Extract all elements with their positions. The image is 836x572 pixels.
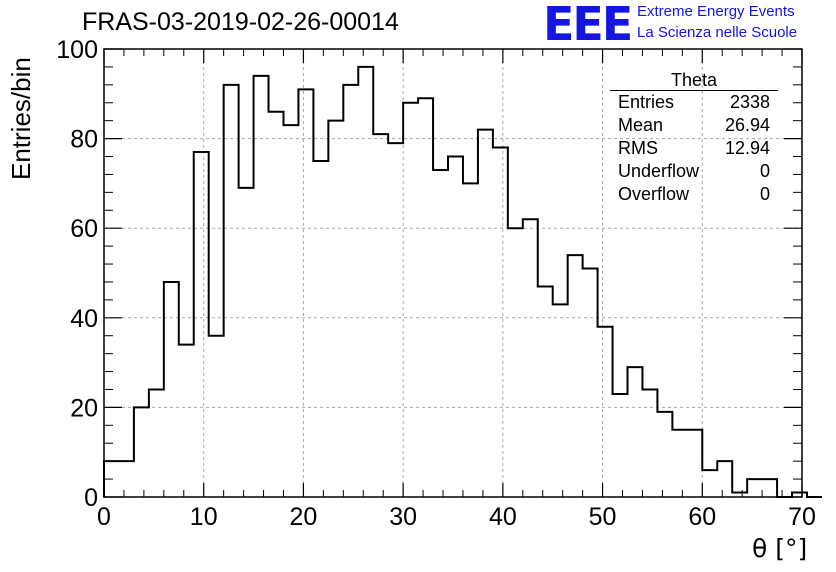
histogram-bin (762, 479, 777, 497)
y-tick-label: 20 (70, 394, 98, 422)
histogram-bin (224, 85, 239, 497)
stats-label: Underflow (618, 161, 700, 181)
histogram-bin (613, 394, 628, 497)
histogram-bin (343, 85, 358, 497)
histogram-bin (388, 143, 403, 497)
histogram-bars (103, 65, 822, 498)
y-axis-label: Entries/bin (6, 57, 36, 180)
histogram-bin (463, 183, 478, 497)
logo-caption-line2: La Scienza nelle Scuole (637, 24, 798, 41)
stats-row-entries: Entries 2338 (610, 91, 778, 114)
x-tick-label: 20 (290, 503, 318, 531)
histogram-bin (119, 461, 134, 497)
stats-value: 2338 (729, 92, 770, 112)
chart-title: FRAS-03-2019-02-26-00014 (82, 8, 399, 36)
x-tick-label: 40 (489, 503, 517, 531)
histogram-bin (687, 430, 702, 497)
logo-caption-line1: Extreme Energy Events (637, 3, 795, 20)
histogram-bin (194, 152, 209, 497)
x-tick-label: 70 (788, 503, 816, 531)
histogram-bin (448, 157, 463, 497)
histogram-bin (134, 407, 149, 497)
histogram-bin (239, 188, 254, 497)
histogram-bin (717, 461, 732, 497)
histogram-bin (553, 304, 568, 497)
histogram-bin (164, 282, 179, 497)
stats-label: Mean (618, 115, 664, 135)
histogram-bin (642, 389, 657, 497)
histogram-bin (209, 336, 224, 497)
histogram-bin (628, 367, 643, 497)
histogram-bin (403, 103, 418, 497)
plot-frame (103, 48, 803, 498)
stats-row-underflow: Underflow 0 (610, 160, 778, 183)
x-tick-label: 60 (688, 503, 716, 531)
y-tick-label: 60 (70, 215, 98, 243)
x-tick-label: 50 (589, 503, 617, 531)
stats-label: Entries (618, 92, 675, 112)
histogram-bin (672, 430, 687, 497)
stats-value: 26.94 (724, 115, 770, 135)
stats-value: 12.94 (724, 138, 770, 158)
histogram-bin (418, 98, 433, 497)
histogram-bin (478, 130, 493, 497)
x-axis-label: θ [°] (752, 534, 808, 563)
histogram-bin (269, 112, 284, 497)
x-tick-label: 30 (389, 503, 417, 531)
histogram-bin (508, 228, 523, 497)
x-tick-label: 10 (190, 503, 218, 531)
stats-box: Theta Entries 2338 Mean 26.94 RMS 12.94 … (610, 70, 778, 206)
histogram-bin (254, 76, 269, 497)
histogram-bin (583, 269, 598, 497)
histogram-bin (328, 121, 343, 497)
histogram-bin (493, 148, 508, 497)
y-tick-label: 0 (84, 484, 98, 512)
histogram-bin (568, 255, 583, 497)
stats-row-mean: Mean 26.94 (610, 114, 778, 137)
x-tick-label: 0 (97, 503, 111, 531)
histogram-bin (747, 479, 762, 497)
y-tick-label: 40 (70, 305, 98, 333)
stats-value: 0 (759, 184, 770, 204)
histogram-bin (538, 286, 553, 497)
stats-label: RMS (618, 138, 658, 158)
eee-logo: EEE (543, 0, 633, 51)
histogram-bin (313, 161, 328, 497)
histogram-bin (523, 219, 538, 497)
stats-title: Theta (610, 70, 778, 91)
histogram-bin (433, 170, 448, 497)
histogram-bin (149, 389, 164, 497)
histogram-bin (657, 412, 672, 497)
histogram-bin (598, 327, 613, 497)
stats-label: Overflow (618, 184, 690, 204)
y-tick-label: 80 (70, 126, 98, 154)
stats-row-rms: RMS 12.94 (610, 137, 778, 160)
stats-value: 0 (759, 161, 770, 181)
axis-ticks (103, 48, 803, 498)
histogram-bin (373, 134, 388, 497)
histogram-bin (702, 470, 717, 497)
histogram-bin (283, 125, 298, 497)
histogram-bin (358, 67, 373, 497)
tick-labels: 0 10 20 30 40 50 60 70 0 20 40 60 80 100 (56, 36, 816, 531)
histogram-bin (179, 345, 194, 497)
y-tick-label: 100 (56, 36, 98, 64)
histogram-outline (103, 65, 822, 498)
histogram-bin (298, 89, 313, 497)
stats-row-overflow: Overflow 0 (610, 183, 778, 206)
